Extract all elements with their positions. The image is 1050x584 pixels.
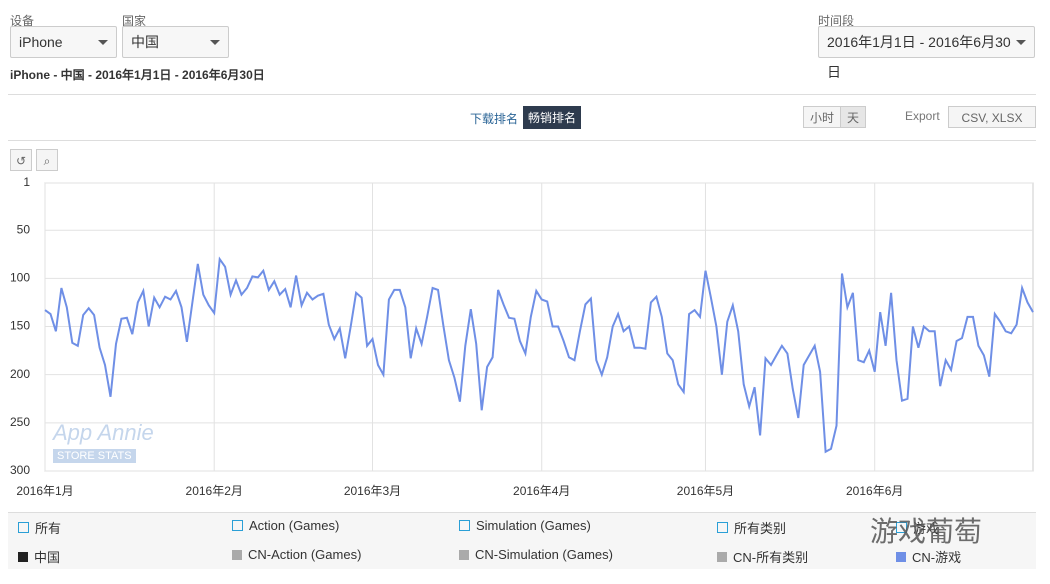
swatch bbox=[896, 551, 906, 562]
watermark-sub: STORE STATS bbox=[53, 449, 136, 463]
y-tick-label: 150 bbox=[10, 319, 30, 333]
legend-item[interactable]: 所有类别 bbox=[717, 518, 786, 537]
legend-item[interactable]: CN-Simulation (Games) bbox=[459, 547, 613, 562]
checkbox[interactable] bbox=[896, 522, 907, 533]
legend-label: 游戏 bbox=[913, 521, 940, 536]
swatch bbox=[459, 549, 469, 560]
y-tick-label: 100 bbox=[10, 271, 30, 285]
checkbox[interactable] bbox=[459, 520, 470, 531]
checkbox[interactable] bbox=[232, 520, 243, 531]
period-select[interactable]: 2016年1月1日 - 2016年6月30日 bbox=[818, 26, 1035, 80]
y-tick-label: 200 bbox=[10, 367, 30, 381]
x-tick-label: 2016年2月 bbox=[186, 484, 243, 498]
legend-label: CN-所有类别 bbox=[733, 550, 809, 565]
x-tick-label: 2016年5月 bbox=[677, 484, 734, 498]
legend-item[interactable]: CN-所有类别 bbox=[717, 547, 808, 566]
tab-active[interactable]: 畅销排名 bbox=[523, 106, 582, 129]
x-tick-label: 2016年6月 bbox=[846, 484, 903, 498]
country-label: 国家 bbox=[122, 14, 147, 28]
export-label[interactable]: Export bbox=[905, 109, 940, 123]
y-tick-label: 1 bbox=[23, 175, 30, 189]
legend-item[interactable]: CN-Action (Games) bbox=[232, 547, 361, 562]
country-select[interactable]: 中国 bbox=[122, 26, 229, 58]
divider bbox=[8, 94, 1036, 95]
watermark-brand: App Annie bbox=[53, 420, 154, 445]
zoom-button[interactable]: ⌕ bbox=[36, 149, 58, 171]
legend-item[interactable]: Action (Games) bbox=[232, 518, 339, 533]
legend-item[interactable]: CN-游戏 bbox=[896, 547, 961, 566]
checkbox[interactable] bbox=[18, 522, 29, 533]
subtitle: iPhone - 中国 - 2016年1月1日 - 2016年6月30日 bbox=[10, 68, 265, 82]
y-tick-label: 250 bbox=[10, 415, 30, 429]
legend-label: Simulation (Games) bbox=[476, 518, 591, 533]
overlay-watermark: 游戏葡萄 bbox=[870, 516, 983, 547]
legend-label: 中国 bbox=[34, 550, 61, 565]
legend-label: CN-Simulation (Games) bbox=[475, 547, 613, 562]
x-tick-label: 2016年1月 bbox=[16, 484, 73, 498]
tab[interactable]: 下载排名 bbox=[470, 112, 519, 126]
legend-item[interactable]: 中国 bbox=[18, 547, 60, 566]
day-button[interactable]: 天 bbox=[840, 106, 866, 128]
data-line bbox=[44, 256, 1034, 454]
x-tick-label: 2016年4月 bbox=[513, 484, 570, 498]
x-tick-label: 2016年3月 bbox=[344, 484, 401, 498]
legend-label: 所有 bbox=[35, 521, 62, 536]
legend-label: CN-游戏 bbox=[912, 550, 962, 565]
period-label: 时间段 bbox=[818, 14, 855, 28]
legend-panel bbox=[8, 512, 1036, 569]
legend-label: CN-Action (Games) bbox=[248, 547, 362, 562]
y-tick-label: 300 bbox=[10, 463, 30, 477]
checkbox[interactable] bbox=[717, 522, 728, 533]
reset-button[interactable]: ↺ bbox=[10, 149, 32, 171]
swatch bbox=[717, 551, 727, 562]
swatch bbox=[18, 551, 28, 562]
swatch bbox=[232, 549, 242, 560]
legend-label: Action (Games) bbox=[249, 518, 340, 533]
legend-item[interactable]: 游戏 bbox=[896, 518, 939, 537]
device-select[interactable]: iPhone bbox=[10, 26, 117, 58]
device-label: 设备 bbox=[10, 14, 35, 28]
legend-label: 所有类别 bbox=[734, 521, 787, 536]
y-tick-label: 50 bbox=[17, 222, 31, 236]
legend-item[interactable]: Simulation (Games) bbox=[459, 518, 591, 533]
divider bbox=[8, 140, 1036, 141]
legend-item[interactable]: 所有 bbox=[18, 518, 61, 537]
export-formats[interactable]: CSV, XLSX bbox=[948, 106, 1036, 128]
